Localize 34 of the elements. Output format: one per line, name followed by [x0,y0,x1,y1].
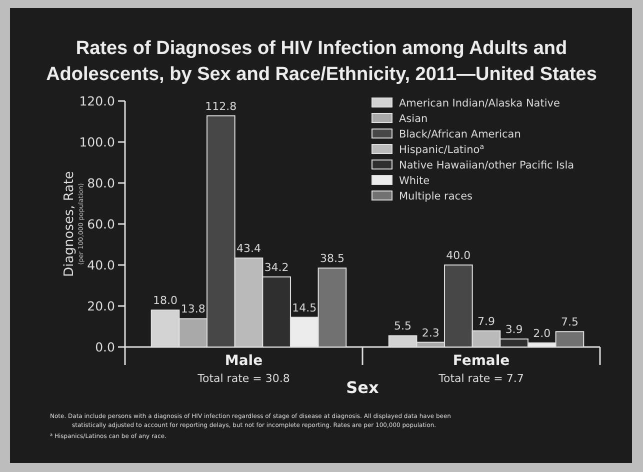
y-tick-label: 80.0 [87,175,116,190]
y-tick-label: 60.0 [87,216,116,232]
data-label: 34.2 [264,260,289,274]
data-label: 112.8 [205,100,237,113]
y-tick-label: 100.0 [79,134,116,150]
text: Total rate = 30.8 [196,372,290,385]
text: Total rate = 7.7 [438,372,524,385]
y-tick-label: 0.0 [95,339,116,354]
legend-label: Asian [399,113,428,126]
chart-title: Rates of Diagnoses of HIV Infection among Adults and Adolescents, by Sex and Race/Ethnicity, 2011—United States [46,38,597,85]
legend-label: Black/African American [399,128,521,141]
data-label: 18.0 [153,294,178,308]
data-label: 43.4 [236,242,261,256]
x-tick-label: Male [224,353,263,369]
data-label: 3.9 [505,323,523,336]
data-label: 2.3 [422,326,440,340]
x-axis-title: Sex [346,378,380,397]
data-label: 38.5 [320,252,344,266]
data-label: 13.8 [180,302,206,316]
legend-label: White [399,175,430,188]
legend-label: Native Hawaiian/other Pacific Isla [399,160,574,172]
data-label: 7.9 [478,314,495,328]
data-label: 7.5 [560,316,578,329]
data-label: 2.0 [533,326,551,340]
y-tick-label: 40.0 [87,257,116,272]
x-tick-label: Female [452,353,510,369]
legend-label: Multiple races [399,190,472,203]
data-label: 40.0 [446,249,471,262]
data-label: 14.5 [292,301,317,314]
data-label: 5.5 [394,320,412,333]
legend-label: Hispanic/Latino$^{a}$ [399,142,484,156]
legend-label: American Indian/Alaska Native [399,98,560,110]
y-tick-label: 120.0 [79,93,116,108]
y-tick-label: 20.0 [87,298,116,314]
